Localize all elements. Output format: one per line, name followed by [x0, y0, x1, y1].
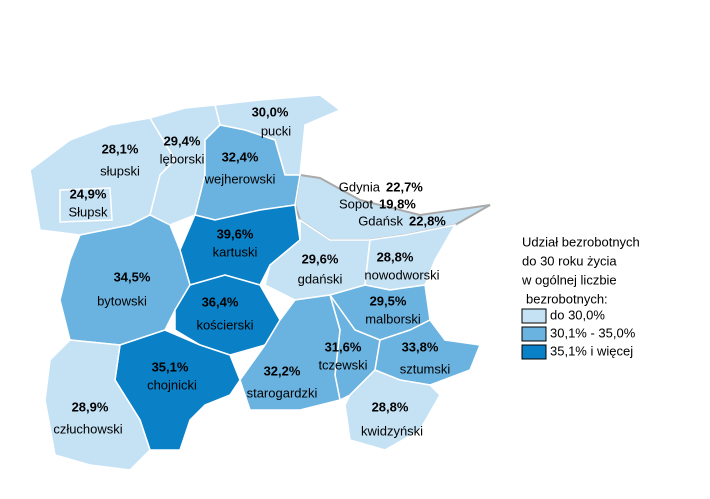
region-value: 29,4% — [164, 133, 201, 148]
region-value: 36,4% — [202, 294, 239, 309]
region-name: malborski — [365, 311, 421, 326]
city-name: Gdynia — [339, 179, 381, 194]
region — [194, 124, 301, 221]
region-value: 33,8% — [402, 339, 439, 354]
region-value: 30,0% — [252, 104, 289, 119]
legend-label: do 30,0% — [550, 307, 605, 322]
region-value: 28,9% — [72, 399, 109, 414]
region-name: człuchowski — [53, 421, 122, 436]
region-value: 28,1% — [102, 141, 139, 156]
region-name: słupski — [100, 163, 140, 178]
region-name: Słupsk — [68, 204, 108, 219]
legend-title: bezrobotnych: — [526, 291, 608, 306]
region-name: nowodworski — [364, 267, 439, 282]
region — [344, 369, 441, 451]
region-value: 29,5% — [370, 293, 407, 308]
legend-label: 30,1% - 35,0% — [550, 325, 636, 340]
region-value: 24,9% — [70, 186, 107, 201]
legend-swatch — [521, 344, 547, 360]
region-name: sztumski — [400, 361, 451, 376]
region-value: 34,5% — [114, 269, 151, 284]
city-name: Gdańsk — [358, 213, 403, 228]
region-name: starogardzki — [247, 385, 318, 400]
legend-title: w ogólnej liczbie — [521, 272, 617, 287]
legend-swatch — [521, 308, 547, 324]
region-value: 29,6% — [302, 251, 339, 266]
region-value: 28,8% — [372, 399, 409, 414]
region-name: kartuski — [213, 244, 258, 259]
region-value: 32,2% — [264, 363, 301, 378]
region-value: 31,6% — [325, 339, 362, 354]
region-value: 35,1% — [152, 359, 189, 374]
region-value: 28,8% — [377, 249, 414, 264]
region-name: kościerski — [196, 317, 253, 332]
city-value: 22,8% — [409, 213, 446, 228]
region-name: pucki — [261, 123, 291, 138]
city-value: 19,8% — [379, 196, 416, 211]
region-name: gdański — [298, 271, 343, 286]
region-name: bytowski — [97, 293, 147, 308]
legend-title: do 30 roku życia — [522, 253, 617, 268]
legend-title: Udział bezrobotnych — [522, 234, 640, 249]
region — [174, 274, 281, 356]
legend-label: 35,1% i więcej — [550, 343, 633, 358]
city-value: 22,7% — [386, 179, 423, 194]
region-name: kwidzyński — [361, 423, 423, 438]
region-value: 39,6% — [217, 226, 254, 241]
region-value: 32,4% — [222, 149, 259, 164]
legend-swatch — [521, 326, 547, 342]
region-name: chojnicki — [147, 377, 197, 392]
region-name: lęborski — [160, 151, 205, 166]
region-name: tczewski — [318, 357, 367, 372]
region — [44, 339, 151, 471]
region — [239, 294, 341, 411]
city-name: Sopot — [339, 196, 373, 211]
region-name: wejherowski — [204, 171, 276, 186]
region — [59, 187, 113, 223]
